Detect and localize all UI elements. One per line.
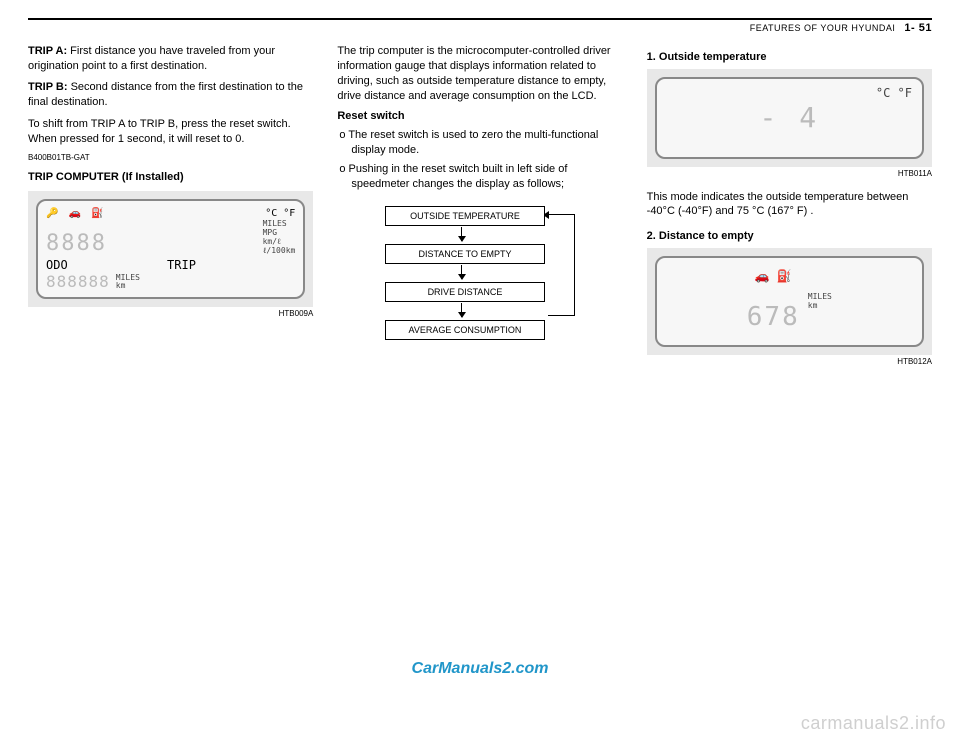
lcd-icons: 🔑 🚗 ⛽: [46, 207, 105, 221]
flow-arrow-1: [461, 227, 462, 241]
flow-box-4-label: AVERAGE CONSUMPTION: [409, 325, 522, 335]
lcd-dist-value: 678: [747, 302, 800, 332]
trip-b-text: Second distance from the first destinati…: [28, 81, 303, 108]
flow-box-3-label: DRIVE DISTANCE: [428, 287, 503, 297]
lcd-dist-units: MILES km: [808, 293, 832, 311]
outside-temp-heading: 1. Outside temperature: [647, 50, 932, 65]
trip-a-para: TRIP A: First distance you have traveled…: [28, 44, 313, 74]
page-number: 1- 51: [904, 22, 932, 34]
trip-b-para: TRIP B: Second distance from the first d…: [28, 80, 313, 110]
flow-box-4: AVERAGE CONSUMPTION: [385, 320, 545, 340]
flow-box-3: DRIVE DISTANCE: [385, 282, 545, 302]
flow-box-1-label: OUTSIDE TEMPERATURE: [410, 211, 520, 221]
lcd-outside-temp: °C °F - 4: [655, 77, 924, 159]
lcd-distance: 🚗 ⛽ 678 MILES km: [655, 256, 924, 347]
reset-bullet-2: Pushing in the reset switch built in lef…: [351, 162, 622, 192]
lcd-odo: ODO: [46, 257, 68, 273]
intro-text: The trip computer is the microcomputer-c…: [337, 44, 622, 103]
figure-label-3: HTB012A: [647, 357, 932, 368]
flow-box-2: DISTANCE TO EMPTY: [385, 244, 545, 264]
column-3: 1. Outside temperature °C °F - 4 HTB011A…: [647, 44, 932, 378]
watermark-carmanuals2-info: carmanuals2.info: [801, 713, 946, 734]
column-2: The trip computer is the microcomputer-c…: [337, 44, 622, 378]
trip-b-label: TRIP B:: [28, 81, 68, 93]
flow-arrow-3: [461, 303, 462, 317]
page-header: FEATURES OF YOUR HYUNDAI 1- 51: [28, 22, 932, 34]
flow-arrow-2: [461, 265, 462, 279]
flow-box-1: OUTSIDE TEMPERATURE: [385, 206, 545, 226]
columns: TRIP A: First distance you have traveled…: [28, 44, 932, 378]
reset-bullets: The reset switch is used to zero the mul…: [337, 128, 622, 191]
lcd-bottom-units: MILES km: [116, 274, 140, 292]
reset-switch-heading: Reset switch: [337, 109, 622, 124]
figure-trip-computer: 🔑 🚗 ⛽ °C °F 8888 MILES MPG km/ℓ ℓ/100km …: [28, 191, 313, 307]
figure-distance-empty: 🚗 ⛽ 678 MILES km: [647, 248, 932, 355]
column-1: TRIP A: First distance you have traveled…: [28, 44, 313, 378]
lcd-cf: °C °F: [265, 207, 295, 221]
reset-bullet-1: The reset switch is used to zero the mul…: [351, 128, 622, 158]
lcd-bottom-digits: 888888: [46, 274, 110, 290]
distance-empty-heading: 2. Distance to empty: [647, 229, 932, 244]
section-title: FEATURES OF YOUR HYUNDAI: [750, 23, 896, 33]
flow-return-line: [548, 214, 575, 317]
lcd-display: 🔑 🚗 ⛽ °C °F 8888 MILES MPG km/ℓ ℓ/100km …: [36, 199, 305, 299]
lcd-dist-icons: 🚗 ⛽: [747, 268, 800, 284]
top-rule: [28, 18, 932, 20]
trip-a-label: TRIP A:: [28, 45, 67, 57]
section-code: B400B01TB-GAT: [28, 153, 313, 164]
figure-label-2: HTB011A: [647, 169, 932, 180]
figure-outside-temp: °C °F - 4: [647, 69, 932, 167]
flow-box-2-label: DISTANCE TO EMPTY: [418, 249, 511, 259]
lcd-units: MILES MPG km/ℓ ℓ/100km: [263, 220, 296, 255]
shift-text: To shift from TRIP A to TRIP B, press th…: [28, 117, 313, 147]
outside-temp-text: This mode indicates the outside temperat…: [647, 190, 932, 220]
manual-page: FEATURES OF YOUR HYUNDAI 1- 51 TRIP A: F…: [0, 0, 960, 742]
lcd-trip: TRIP: [167, 257, 196, 273]
figure-label-1: HTB009A: [28, 309, 313, 320]
flow-diagram: OUTSIDE TEMPERATURE DISTANCE TO EMPTY DR…: [385, 206, 575, 341]
lcd-digits: 8888: [46, 233, 107, 255]
trip-computer-heading: TRIP COMPUTER (If Installed): [28, 170, 313, 185]
lcd-temp-cf: °C °F: [876, 85, 912, 101]
watermark-carmanuals2-com: CarManuals2.com: [412, 660, 549, 678]
lcd-temp-value: - 4: [760, 99, 820, 137]
